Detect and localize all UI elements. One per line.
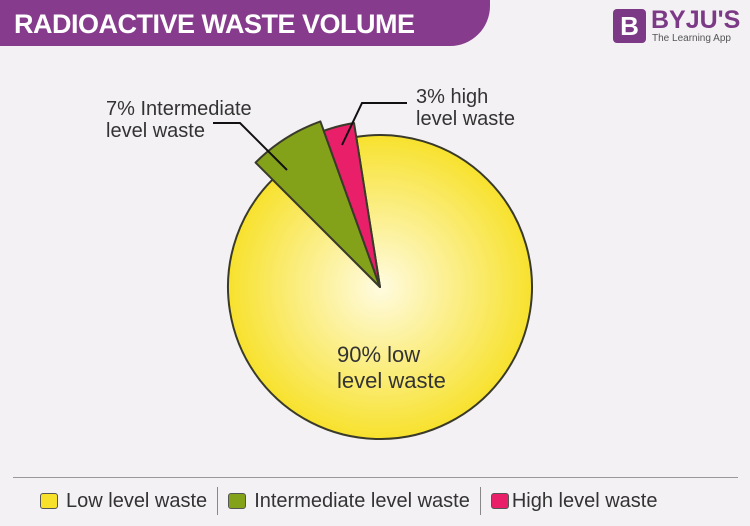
logo-name: BYJU'S [651,6,741,34]
data-label-line: level waste [416,108,515,130]
data-label-line: 90% low [337,342,421,367]
legend-swatch-high [490,493,509,509]
data-label-low: 90% low level waste [337,342,446,394]
legend-separator [217,487,219,515]
data-label-line: 7% Intermediate [106,98,252,120]
leader-line-intermediate [213,122,288,171]
legend-separator [479,487,481,515]
logo-mark: B [613,9,646,43]
logo-tagline: The Learning App [652,33,731,44]
title-banner: RADIOACTIVE WASTE VOLUME [0,0,490,46]
legend-swatch-low [40,493,58,509]
chart-title: RADIOACTIVE WASTE VOLUME [14,9,415,39]
leader-line-high [341,102,407,146]
data-label-line: 3% high [416,86,489,108]
data-label-intermediate: 7% Intermediate level waste [106,98,252,142]
divider [13,477,738,478]
data-label-line: level waste [106,120,205,142]
legend: Low level waste Intermediate level waste… [40,487,657,515]
data-label-line: level waste [337,368,446,393]
legend-label-low: Low level waste [66,489,208,512]
pie-slice-high [322,122,381,288]
legend-label-high: High level waste [511,489,658,512]
data-label-high: 3% high level waste [416,86,515,130]
legend-label-intermediate: Intermediate level waste [254,489,470,512]
legend-swatch-intermediate [228,493,247,509]
pie-slice-intermediate [254,120,381,288]
